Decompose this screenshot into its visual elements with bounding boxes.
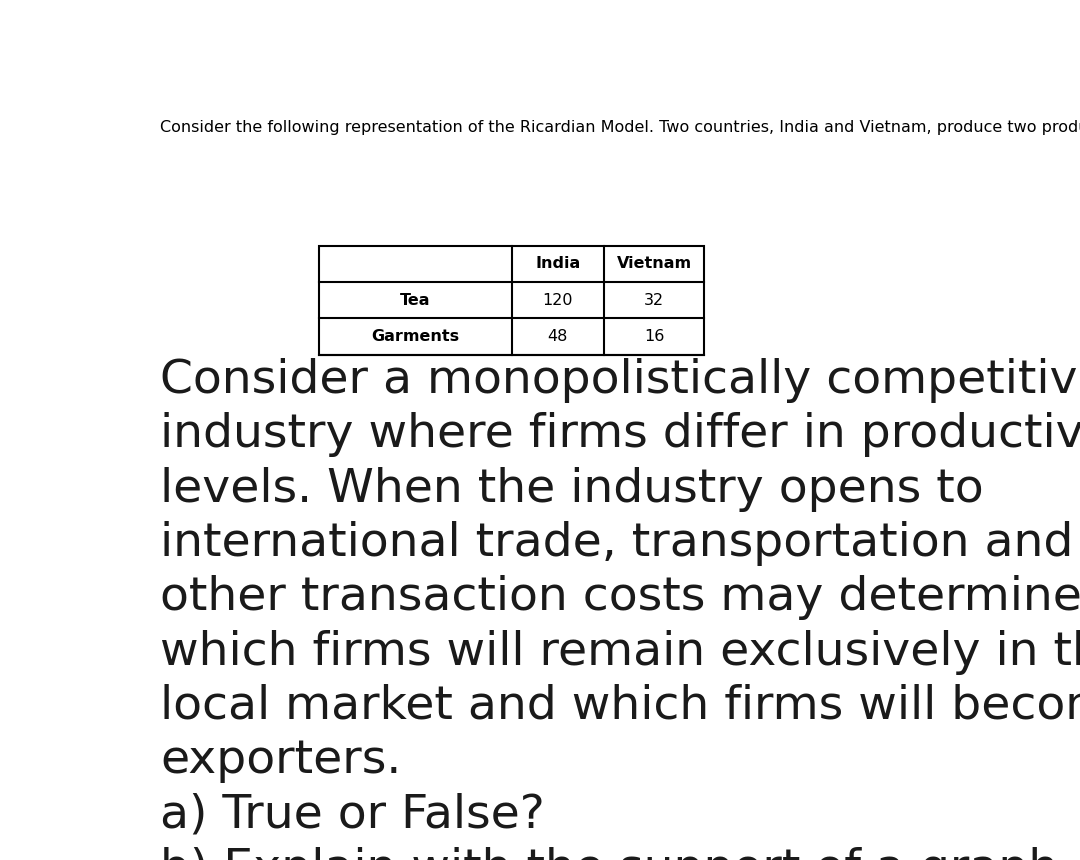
Text: exporters.: exporters.	[160, 738, 402, 783]
Text: India: India	[536, 256, 580, 271]
Text: Garments: Garments	[372, 329, 459, 344]
Text: b) Explain with the support of a graph.: b) Explain with the support of a graph.	[160, 847, 1074, 860]
Text: Consider a monopolistically competitive: Consider a monopolistically competitive	[160, 358, 1080, 403]
Text: international trade, transportation and: international trade, transportation and	[160, 521, 1074, 566]
Text: industry where firms differ in productivity: industry where firms differ in productiv…	[160, 413, 1080, 458]
Text: which firms will remain exclusively in the: which firms will remain exclusively in t…	[160, 630, 1080, 674]
Text: Vietnam: Vietnam	[617, 256, 691, 271]
Text: Consider the following representation of the Ricardian Model. Two countries, Ind: Consider the following representation of…	[160, 120, 1080, 135]
Text: 32: 32	[644, 292, 664, 308]
Text: 120: 120	[542, 292, 573, 308]
Text: levels. When the industry opens to: levels. When the industry opens to	[160, 467, 984, 512]
Text: a) True or False?: a) True or False?	[160, 793, 545, 838]
Text: Tea: Tea	[401, 292, 431, 308]
Text: local market and which firms will become: local market and which firms will become	[160, 684, 1080, 729]
Bar	[320, 246, 704, 355]
Text: other transaction costs may determine: other transaction costs may determine	[160, 575, 1080, 620]
Text: 16: 16	[644, 329, 664, 344]
Text: 48: 48	[548, 329, 568, 344]
